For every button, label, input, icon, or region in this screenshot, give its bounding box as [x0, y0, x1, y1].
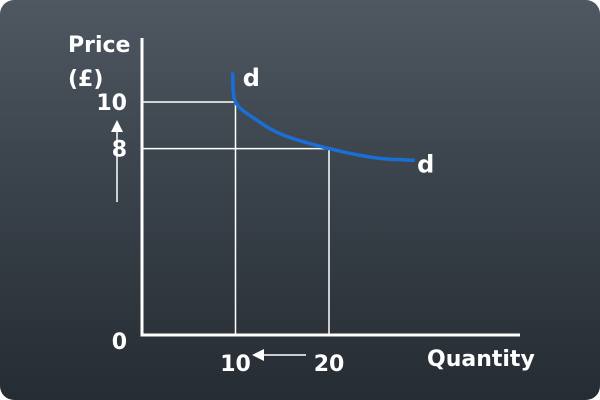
guide-lines: [142, 101, 330, 335]
x-tick-labels: 10 20: [220, 352, 344, 377]
x-tick-label-0: 10: [220, 352, 251, 377]
y-axis-title: Price: [68, 33, 130, 58]
x-tick-label-1: 20: [314, 352, 345, 377]
demand-curve: [230, 72, 415, 162]
y-tick-labels: 0 8 10: [96, 91, 127, 355]
y-axis-unit: (£): [68, 67, 103, 92]
curve-label-start: d: [243, 64, 260, 92]
y-tick-label-2: 10: [96, 91, 127, 116]
y-tick-label-1: 8: [112, 138, 127, 163]
x-axis-title: Quantity: [427, 347, 535, 372]
y-tick-label-0: 0: [112, 330, 127, 355]
curve-label-end: d: [417, 150, 434, 178]
